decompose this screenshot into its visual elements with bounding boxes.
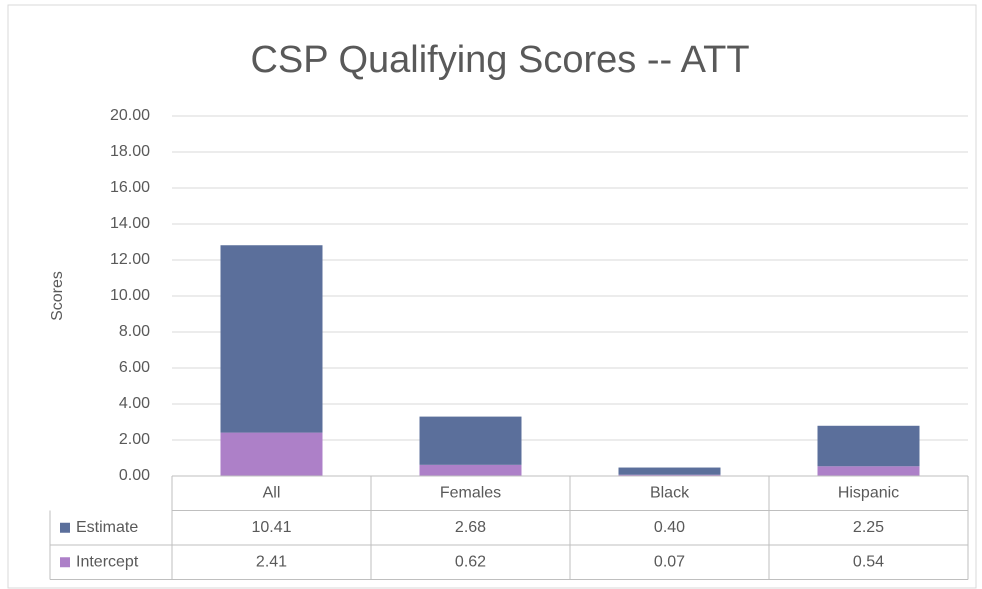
table-value: 2.68 bbox=[455, 519, 486, 536]
y-tick-label: 12.00 bbox=[110, 251, 150, 268]
x-tick-label: Hispanic bbox=[838, 484, 899, 501]
y-tick-label: 10.00 bbox=[110, 287, 150, 304]
table-value: 0.62 bbox=[455, 553, 486, 570]
table-value: 2.41 bbox=[256, 553, 287, 570]
legend-swatch bbox=[60, 557, 70, 568]
y-tick-label: 16.00 bbox=[110, 179, 150, 196]
y-tick-label: 0.00 bbox=[119, 467, 150, 484]
legend-label: Intercept bbox=[76, 553, 139, 570]
table-value: 0.07 bbox=[654, 553, 685, 570]
table-value: 10.41 bbox=[251, 519, 291, 536]
table-value: 2.25 bbox=[853, 519, 884, 536]
y-tick-label: 14.00 bbox=[110, 215, 150, 232]
bar-segment bbox=[618, 467, 721, 475]
legend-swatch bbox=[60, 522, 70, 533]
x-tick-label: Females bbox=[440, 484, 501, 501]
y-tick-label: 20.00 bbox=[110, 107, 150, 124]
y-axis-label: Scores bbox=[49, 271, 66, 321]
bar-segment bbox=[220, 245, 323, 433]
y-tick-label: 8.00 bbox=[119, 323, 150, 340]
bar-segment bbox=[419, 464, 522, 476]
y-tick-label: 18.00 bbox=[110, 143, 150, 160]
bar-segment bbox=[817, 425, 920, 467]
x-tick-label: All bbox=[263, 484, 281, 501]
legend-label: Estimate bbox=[76, 519, 138, 536]
bar-segment bbox=[220, 432, 323, 476]
bar-segment bbox=[618, 474, 721, 476]
bar-segment bbox=[419, 416, 522, 465]
x-tick-label: Black bbox=[650, 484, 690, 501]
y-tick-label: 4.00 bbox=[119, 395, 150, 412]
y-tick-label: 6.00 bbox=[119, 359, 150, 376]
bar-segment bbox=[817, 466, 920, 476]
table-value: 0.40 bbox=[654, 519, 685, 536]
y-tick-label: 2.00 bbox=[119, 431, 150, 448]
table-value: 0.54 bbox=[853, 553, 884, 570]
chart-title: CSP Qualifying Scores -- ATT bbox=[250, 39, 749, 81]
